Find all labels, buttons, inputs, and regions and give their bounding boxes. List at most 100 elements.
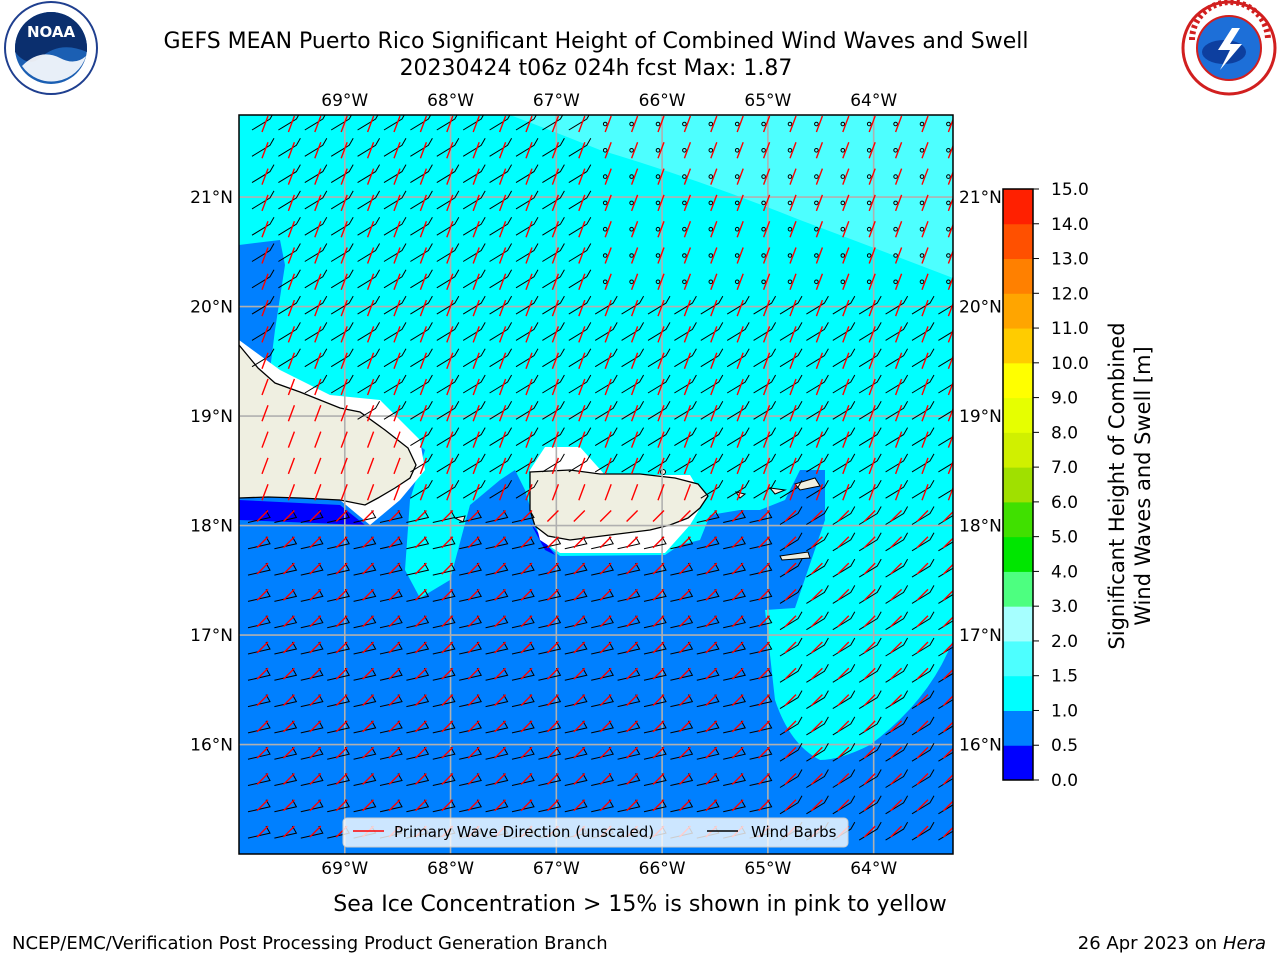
wave-arrow — [467, 588, 480, 601]
wind-barb — [670, 720, 694, 734]
wave-arrow — [578, 431, 586, 448]
wind-barb — [357, 216, 381, 236]
wave-arrow — [314, 142, 322, 159]
wind-barb — [353, 562, 377, 576]
wave-arrow — [366, 326, 375, 343]
wave-arrow — [815, 168, 824, 185]
wave-arrow — [599, 536, 612, 549]
wave-arrow — [789, 378, 797, 396]
wave-arrow — [578, 247, 586, 264]
wave-arrow — [815, 431, 824, 448]
wave-arrow — [340, 194, 348, 212]
lat-tick-label-right: 21°N — [959, 188, 1002, 208]
wave-arrow — [863, 641, 876, 654]
wave-arrow — [947, 196, 953, 212]
wave-arrow — [604, 405, 612, 422]
wind-barb — [383, 138, 407, 157]
wind-barb-calm — [734, 148, 740, 153]
wave-arrow — [731, 746, 744, 759]
wave-arrow — [652, 588, 665, 601]
wind-barb — [278, 115, 300, 131]
wave-arrow — [362, 694, 375, 707]
wave-arrow — [652, 667, 665, 680]
wave-arrow — [525, 405, 533, 422]
wind-barb — [432, 536, 456, 550]
wave-arrow — [309, 746, 322, 759]
wave-arrow — [340, 273, 348, 291]
wave-arrow — [894, 168, 903, 185]
wave-arrow — [863, 694, 876, 707]
wind-barb — [432, 668, 456, 681]
wind-barb — [538, 773, 562, 786]
land-hispaniola — [239, 343, 417, 506]
wave-arrow — [446, 247, 454, 264]
wave-arrow — [414, 773, 427, 785]
wave-arrow — [789, 483, 797, 501]
wind-barb — [489, 348, 513, 368]
wind-barb — [726, 322, 750, 341]
wind-barb-calm — [814, 148, 819, 153]
lat-tick-label-right: 17°N — [959, 626, 1002, 646]
wave-arrow — [314, 220, 322, 238]
wave-arrow — [678, 746, 691, 759]
wind-barb — [617, 641, 641, 655]
wind-barb — [406, 720, 430, 734]
wave-arrow — [604, 483, 612, 501]
wind-barb — [379, 536, 403, 550]
wave-arrow — [890, 799, 903, 812]
wind-barb — [251, 295, 275, 315]
wave-arrow — [472, 247, 480, 264]
wave-arrow — [366, 405, 375, 422]
wave-arrow — [626, 615, 639, 628]
colorbar-segment — [1003, 675, 1033, 711]
wave-arrow — [388, 746, 401, 759]
wave-arrow — [498, 431, 507, 448]
wind-barb — [670, 615, 694, 629]
wind-barb — [459, 746, 482, 760]
wind-barb — [462, 138, 486, 157]
wind-barb — [938, 330, 953, 341]
wave-arrow — [710, 405, 718, 422]
wind-barb — [379, 510, 403, 523]
wind-barb — [643, 773, 667, 786]
wave-arrow — [314, 352, 322, 369]
wave-arrow — [604, 352, 612, 369]
wave-arrow — [414, 799, 427, 812]
wave-arrow — [678, 694, 691, 707]
wave-arrow — [630, 457, 639, 475]
wave-arrow — [446, 352, 454, 369]
wind-barb — [327, 589, 350, 602]
wind-barb — [330, 374, 354, 394]
wave-arrow — [551, 142, 560, 159]
wave-arrow — [890, 746, 903, 759]
wave-arrow — [678, 667, 691, 680]
wave-arrow — [551, 352, 560, 369]
wave-arrow — [810, 588, 823, 601]
wave-arrow — [546, 773, 559, 785]
wave-arrow — [525, 326, 533, 343]
wind-barb — [564, 720, 588, 734]
wind-barb — [489, 453, 513, 473]
wind-barb-calm — [655, 253, 661, 258]
wave-arrow — [309, 773, 322, 785]
wind-barb-calm — [946, 148, 951, 153]
wave-arrow — [784, 773, 797, 785]
wave-arrow — [894, 142, 903, 159]
wave-arrow — [789, 352, 797, 369]
wind-barb — [858, 453, 882, 473]
wind-barb-calm — [946, 226, 951, 232]
wave-arrow — [657, 483, 665, 501]
wave-arrow — [498, 220, 507, 238]
wave-arrow — [472, 168, 480, 185]
colorbar-tick-label: 13.0 — [1051, 250, 1089, 270]
wave-arrow — [414, 510, 427, 522]
wave-arrow — [604, 299, 612, 317]
legend-wave-label: Primary Wave Direction (unscaled) — [394, 823, 654, 841]
wave-arrow — [261, 115, 269, 133]
wave-arrow — [731, 615, 744, 628]
wind-barb-calm — [893, 226, 898, 232]
wind-barb-calm — [840, 174, 846, 179]
wave-arrow — [916, 615, 929, 628]
wave-arrow — [520, 536, 533, 549]
wind-barb — [538, 694, 562, 708]
